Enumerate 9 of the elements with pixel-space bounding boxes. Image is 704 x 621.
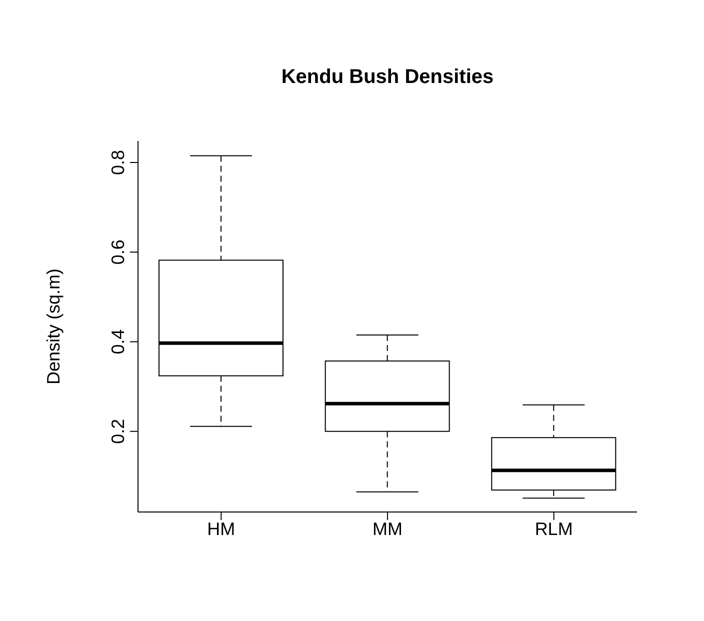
y-tick-label: 0.2 (108, 418, 128, 444)
chart-title: Kendu Bush Densities (280, 66, 495, 89)
x-tick-label: HM (207, 518, 236, 539)
y-tick-label: 0.6 (108, 240, 128, 265)
x-tick-label: MM (372, 518, 402, 539)
y-tick-label: 0.8 (108, 150, 128, 176)
y-tick-label: 0.4 (108, 329, 128, 354)
x-tick-label: RLM (534, 518, 573, 539)
y-axis-title: Density (sq.m) (43, 268, 64, 385)
